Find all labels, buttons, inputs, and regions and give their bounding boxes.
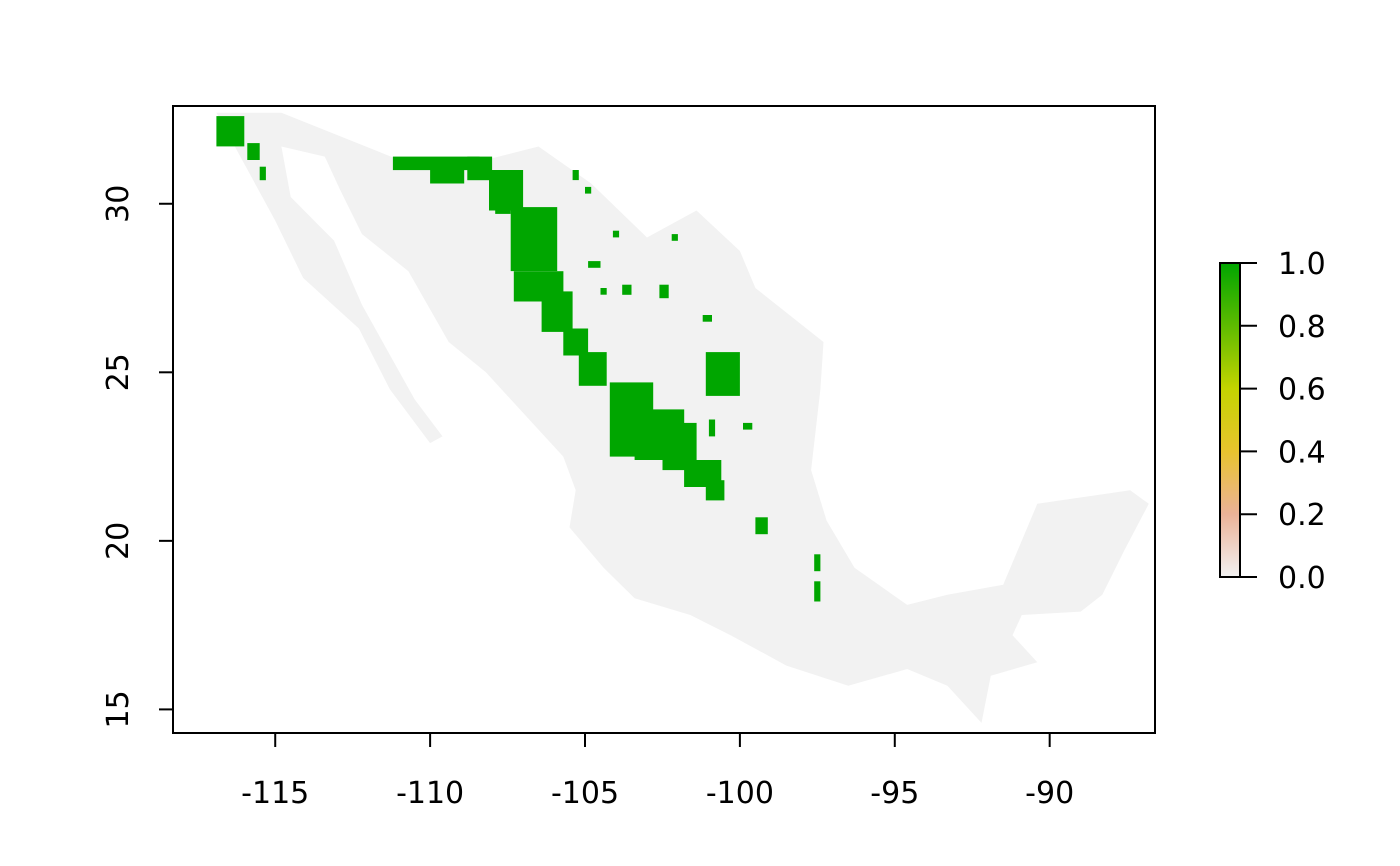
- y-tick-label: 15: [101, 690, 136, 728]
- legend-tick-label: 0.4: [1278, 435, 1326, 470]
- presence-cell-31: [585, 186, 592, 194]
- presence-cell-18: [705, 352, 740, 396]
- presence-cell-26: [659, 284, 669, 299]
- presence-cell-2: [259, 166, 266, 181]
- x-tick-label: -90: [1025, 776, 1074, 811]
- y-tick-label: 20: [101, 522, 136, 560]
- legend-tick-label: 1.0: [1278, 247, 1326, 282]
- presence-cell-6: [489, 170, 524, 211]
- legend-color-bar: [1220, 263, 1240, 577]
- x-tick-label: -115: [241, 776, 309, 811]
- presence-cell-5: [467, 156, 493, 181]
- presence-cell-7: [495, 203, 511, 214]
- x-tick-label: -95: [870, 776, 919, 811]
- presence-cell-28: [743, 422, 753, 430]
- presence-cell-11: [563, 328, 589, 356]
- presence-cell-3: [392, 156, 480, 171]
- presence-cell-30: [572, 170, 579, 181]
- presence-cell-22: [814, 581, 821, 602]
- legend-tick-label: 0.2: [1278, 498, 1326, 533]
- presence-cell-21: [814, 554, 821, 572]
- presence-cell-10: [541, 291, 573, 332]
- presence-cell-29: [671, 234, 678, 241]
- plot-area: [216, 112, 1149, 723]
- presence-cell-8: [510, 207, 558, 272]
- presence-cell-20: [755, 517, 768, 535]
- presence-cell-0: [216, 116, 245, 147]
- legend-tick-label: 0.6: [1278, 373, 1326, 408]
- presence-cell-23: [588, 261, 601, 268]
- legend-tick-label: 0.8: [1278, 310, 1326, 345]
- x-tick-label: -100: [706, 776, 774, 811]
- y-tick-label: 30: [101, 185, 136, 223]
- x-tick-label: -110: [396, 776, 464, 811]
- legend-frame: [1219, 262, 1241, 578]
- color-legend: 0.0 0.2 0.4 0.6 0.8 1.0: [1219, 247, 1326, 596]
- y-tick-label: 25: [101, 353, 136, 391]
- presence-cell-4: [430, 170, 465, 184]
- y-axis: 15 20 25 30: [101, 185, 174, 728]
- presence-cell-12: [578, 352, 607, 386]
- x-tick-label: -105: [551, 776, 619, 811]
- presence-cell-24: [600, 288, 607, 295]
- x-axis: -115 -110 -105 -100 -95 -90: [241, 732, 1074, 811]
- presence-cell-17: [705, 480, 725, 501]
- legend-ticks: 0.0 0.2 0.4 0.6 0.8 1.0: [1240, 247, 1326, 596]
- presence-cell-1: [247, 143, 260, 160]
- presence-cell-27: [702, 315, 712, 322]
- presence-cell-19: [708, 419, 716, 437]
- presence-cell-32: [612, 230, 620, 238]
- legend-tick-label: 0.0: [1278, 561, 1326, 596]
- presence-cell-25: [622, 284, 632, 295]
- presence-layer: [216, 116, 821, 602]
